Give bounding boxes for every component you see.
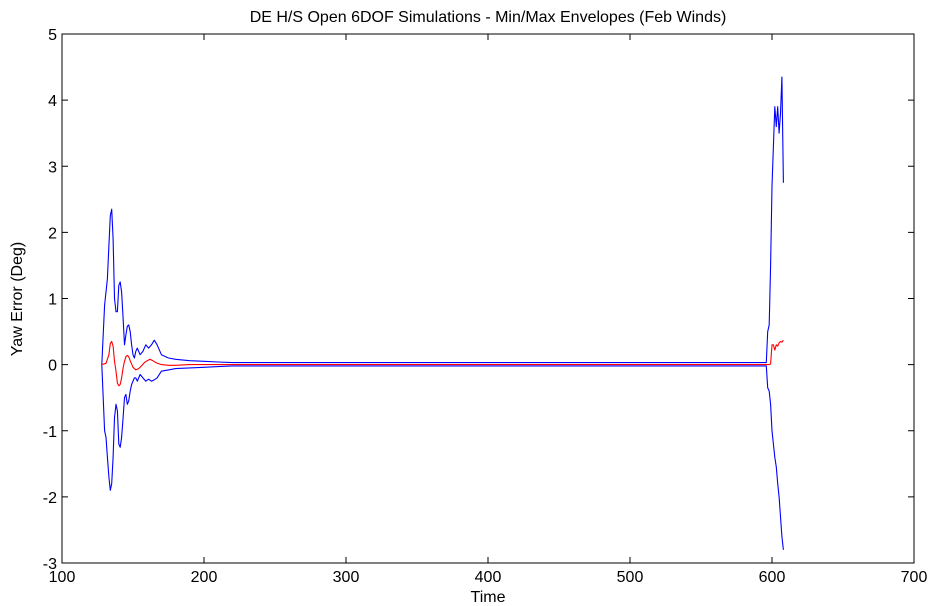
x-tick-label: 700 [901,569,928,586]
x-tick-label: 300 [333,569,360,586]
x-tick-label: 100 [49,569,76,586]
x-tick-label: 600 [759,569,786,586]
y-tick-label: 5 [48,27,57,44]
series-line-2 [101,364,784,550]
series-line-3 [101,339,784,387]
series-line-1 [101,76,784,365]
y-tick-label: -3 [43,556,57,573]
y-tick-label: 3 [48,159,57,176]
y-tick-label: 1 [48,292,57,309]
x-tick-label: 500 [617,569,644,586]
plot-frame [61,33,915,564]
y-tick-label: 2 [48,225,57,242]
y-tick-label: 0 [48,358,57,375]
x-tick-label: 400 [475,569,502,586]
y-tick-label: 4 [48,93,57,110]
chart-title: DE H/S Open 6DOF Simulations - Min/Max E… [250,9,727,26]
y-axis-label: Yaw Error (Deg) [9,242,26,356]
x-tick-label: 200 [191,569,218,586]
plot-area: 100 200 300 400 500 600 700 -3 -2 -1 0 1 2 3 4 5 [43,27,928,586]
y-tick-label: -2 [43,490,57,507]
y-tick-label: -1 [43,424,57,441]
x-axis-label: Time [471,589,506,606]
